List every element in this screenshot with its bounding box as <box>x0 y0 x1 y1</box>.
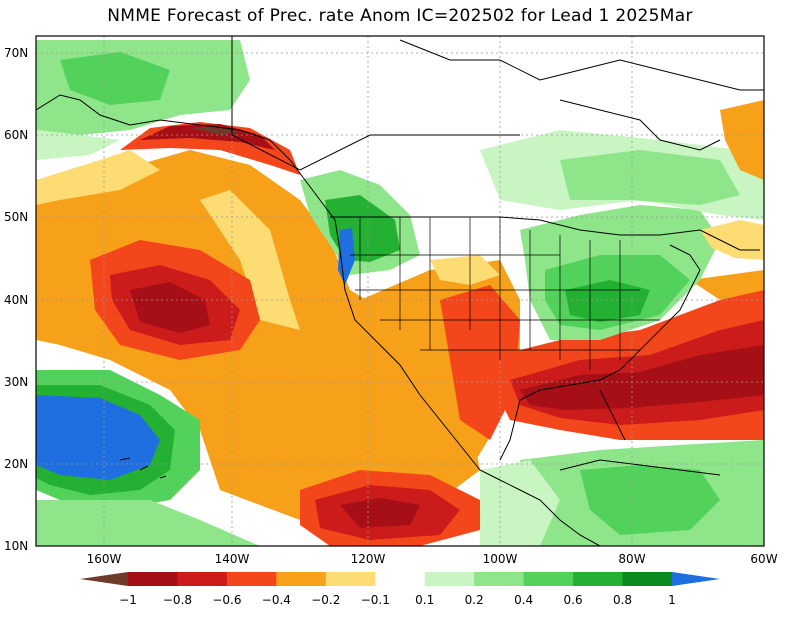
lat-label: 30N <box>4 375 28 389</box>
lat-label: 70N <box>4 46 28 60</box>
colorbar-swatch <box>523 572 574 586</box>
colorbar-high-arrow <box>672 572 720 586</box>
colorbar-label: −0.4 <box>262 593 291 607</box>
latitude-labels: 70N 60N 50N 40N 30N 20N 10N <box>4 46 28 553</box>
colorbar-swatch <box>573 572 624 586</box>
colorbar-label: 0.2 <box>465 593 484 607</box>
lat-label: 60N <box>4 128 28 142</box>
lon-label: 140W <box>215 552 250 566</box>
colorbar-swatch <box>177 572 228 586</box>
pacific-light-dry <box>36 150 160 205</box>
colorbar-swatch <box>375 572 426 586</box>
colorbar-label: −0.8 <box>163 593 192 607</box>
caribbean-wet-strong <box>580 465 720 535</box>
plot-frame <box>35 35 765 547</box>
lat-label: 50N <box>4 210 28 224</box>
colorbar-label: −0.2 <box>311 593 340 607</box>
colorbar-label: −1 <box>119 593 137 607</box>
colorbar-label: 0.4 <box>514 593 533 607</box>
lon-label: 120W <box>351 552 386 566</box>
e-pacific-dry-center <box>340 498 420 528</box>
state-boundaries <box>350 217 660 370</box>
colorbar-label: 0.8 <box>613 593 632 607</box>
alaska-wet-strong <box>60 52 170 105</box>
colorbar: −1 −0.8 −0.6 −0.4 −0.2 −0.1 0.1 0.2 0.4 0.6 0.8 1 <box>80 572 720 607</box>
gulf-dry-center <box>520 345 764 410</box>
colorbar-label: −0.6 <box>212 593 241 607</box>
longitude-labels: 160W 140W 120W 100W 80W 60W <box>87 552 778 566</box>
lat-label: 20N <box>4 457 28 471</box>
colorbar-swatch <box>424 572 475 586</box>
colorbar-swatch <box>474 572 525 586</box>
colorbar-swatch <box>128 572 178 586</box>
bering-wet-light <box>36 130 120 160</box>
map-title: NMME Forecast of Prec. rate Anom IC=2025… <box>107 6 693 26</box>
lat-label: 40N <box>4 293 28 307</box>
colorbar-label: 0.6 <box>564 593 583 607</box>
lon-label: 60W <box>750 552 777 566</box>
canada-wet <box>560 150 740 205</box>
lon-label: 160W <box>87 552 122 566</box>
colorbar-low-arrow <box>80 572 128 586</box>
colorbar-swatch <box>622 572 673 586</box>
colorbar-swatch <box>276 572 327 586</box>
labrador-dry <box>720 100 764 180</box>
sw-light-dry <box>430 255 500 285</box>
colorbar-label: 0.1 <box>415 593 434 607</box>
lat-label: 10N <box>4 539 28 553</box>
pacific-light-dry-2 <box>200 190 300 330</box>
alaska-dry-extreme <box>190 126 240 135</box>
atlantic-dry-light <box>690 270 764 300</box>
coastlines <box>36 36 764 546</box>
great-lakes-wet-core <box>565 280 650 322</box>
colorbar-label: 1 <box>668 593 676 607</box>
anomaly-field <box>36 36 764 546</box>
colorbar-swatch <box>325 572 376 586</box>
colorbar-label: −0.1 <box>361 593 390 607</box>
tropical-pacific-wet-light <box>36 500 260 546</box>
lon-label: 80W <box>618 552 645 566</box>
colorbar-swatch <box>226 572 277 586</box>
graticule <box>36 36 764 546</box>
lon-label: 100W <box>483 552 518 566</box>
pacific-dry-center <box>130 282 210 333</box>
hawaii-wet-extreme <box>36 395 160 480</box>
